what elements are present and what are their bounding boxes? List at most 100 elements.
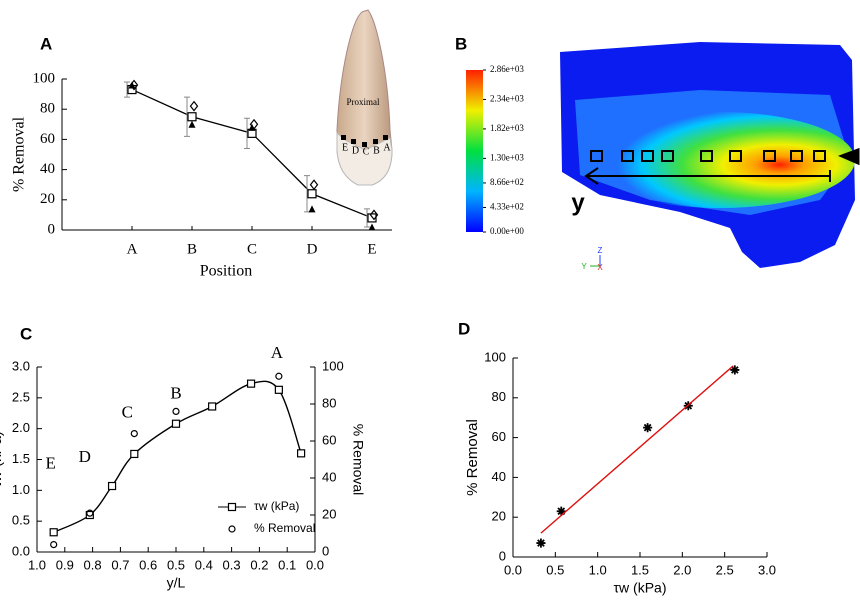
inset-point-label: E [342, 142, 348, 153]
y-tick-label: 40 [492, 469, 506, 484]
x-tick-label: 0.4 [195, 557, 213, 572]
point-label: A [271, 343, 284, 362]
marker-square [107, 481, 117, 491]
y-tick-label: 20 [40, 191, 55, 207]
y-tick-label: 0 [322, 543, 329, 558]
triad-label: Y [581, 262, 587, 271]
point-label: C [122, 403, 133, 422]
y-tick-label: 0.0 [12, 543, 30, 558]
marker-triangle [368, 223, 376, 231]
marker-triangle [248, 123, 256, 131]
colorbar-tick-label: 2.34e+03 [490, 94, 524, 104]
x-tick-label: C [247, 241, 257, 257]
marker-star [643, 423, 653, 433]
x-tick-label: E [367, 241, 376, 257]
y-tick-label: 80 [322, 395, 336, 410]
error-bar [244, 117, 250, 149]
triad-label: X [597, 263, 603, 272]
marker-circle [228, 525, 236, 533]
y-tick-label: 2.0 [12, 420, 30, 435]
x-tick-label: 0.0 [306, 557, 324, 572]
marker-triangle [188, 120, 196, 128]
marker-diamond [189, 100, 199, 112]
marker-square [227, 502, 237, 512]
x-tick-label: 0.9 [56, 557, 74, 572]
marker-star [730, 365, 740, 375]
inset-point-label: D [352, 145, 359, 156]
y-tick-label: 60 [40, 131, 55, 147]
x-tick-label: D [307, 241, 318, 257]
marker-square [297, 449, 306, 458]
marker-star [556, 506, 566, 516]
legend-label: τw (kPa) [254, 499, 299, 513]
x-axis-label: τw (kPa) [614, 580, 667, 596]
marker-square [307, 189, 317, 199]
x-tick-label: 1.0 [589, 562, 607, 577]
y-tick-label: 100 [322, 358, 344, 373]
panel-label: C [20, 324, 32, 343]
y-axis-label: τw (kPa) [0, 431, 5, 488]
y-tick-label: 100 [484, 349, 506, 364]
marker-circle [275, 372, 283, 380]
y-tick-label: 1.0 [12, 482, 30, 497]
y-tick-label: 40 [40, 161, 55, 177]
point-label: D [79, 447, 91, 466]
error-bar [364, 208, 370, 228]
y2-axis-label: % Removal [350, 424, 366, 496]
x-axis-label: Position [200, 263, 252, 280]
marker-square [187, 112, 197, 122]
y-tick-label: 1.5 [12, 451, 30, 466]
x-tick-label: 0.2 [250, 557, 268, 572]
panel-label: B [455, 34, 467, 53]
y-tick-label: 60 [492, 429, 506, 444]
colorbar-tick-label: 2.86e+03 [490, 64, 524, 74]
colorbar-tick-label: 1.30e+03 [490, 152, 524, 162]
y-tick-label: 0.5 [12, 513, 30, 528]
y-tick-label: 3.0 [12, 358, 30, 373]
y-tick-label: 0 [48, 221, 56, 237]
marker-circle [86, 509, 94, 517]
marker-triangle [128, 81, 136, 89]
marker-circle [130, 430, 138, 438]
inset-point-label: A [383, 142, 391, 153]
x-tick-label: 0.1 [278, 557, 296, 572]
x-tick-label: A [127, 241, 138, 257]
series-line [540, 365, 734, 534]
legend-label: % Removal [254, 521, 315, 535]
inset-point-label: C [363, 146, 370, 157]
x-tick-label: 1.5 [631, 562, 649, 577]
x-axis-label: y/L [167, 575, 186, 591]
y-axis-label: % Removal [464, 419, 481, 496]
error-bar [124, 81, 130, 98]
panel-label: A [40, 34, 52, 53]
triad-label: Z [598, 246, 603, 255]
series-line [131, 88, 373, 219]
marker-square [130, 449, 139, 459]
x-tick-label: 0.0 [504, 562, 522, 577]
marker-diamond [369, 209, 379, 221]
colorbar-tick-label: 0.00e+00 [490, 226, 524, 236]
x-tick-label: 0.3 [223, 557, 241, 572]
y-axis-label: % Removal [11, 116, 28, 192]
y-tick-label: 60 [322, 432, 336, 447]
y-tick-label: 20 [322, 506, 336, 521]
x-tick-label: 2.0 [673, 562, 691, 577]
inset-point-label: B [373, 145, 380, 156]
marker-diamond [309, 179, 319, 191]
contour-plot [466, 42, 860, 268]
y-tick-label: 40 [322, 469, 336, 484]
point-label: E [45, 454, 55, 473]
marker-square [49, 528, 58, 537]
x-tick-label: 2.5 [716, 562, 734, 577]
axis-label: y [571, 189, 585, 216]
x-tick-label: 0.5 [546, 562, 564, 577]
y-tick-label: 0 [499, 548, 506, 563]
marker-square [208, 402, 217, 411]
error-bar [184, 96, 190, 137]
panel-label: D [458, 319, 470, 338]
marker-square [171, 419, 181, 428]
x-tick-label: 0.5 [167, 557, 185, 572]
marker-square [85, 510, 94, 520]
marker-square [246, 379, 256, 388]
